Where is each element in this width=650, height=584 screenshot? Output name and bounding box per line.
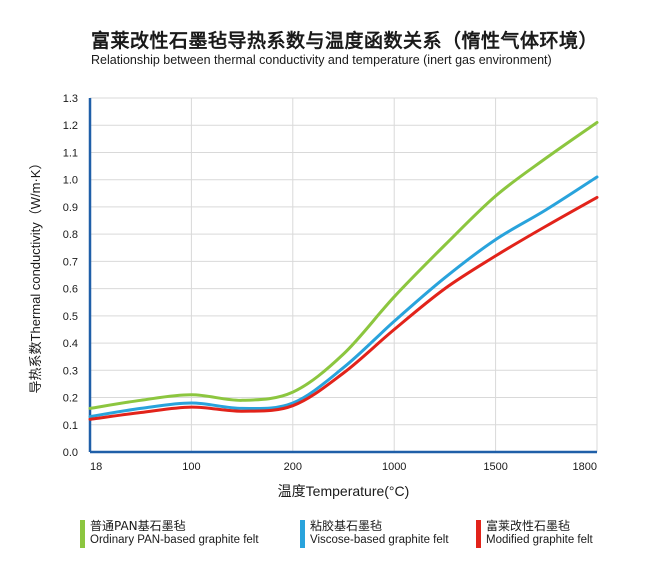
legend-label-pan-en: Ordinary PAN-based graphite felt [90, 534, 259, 546]
legend-swatch-pan [80, 520, 85, 548]
y-tick-label: 0.9 [63, 202, 78, 214]
legend-label-modified-zh: 富莱改性石墨毡 [486, 519, 571, 533]
chart-title: 富莱改性石墨毡导热系数与温度函数关系（惰性气体环境） [91, 30, 599, 52]
legend-label-modified-en: Modified graphite felt [486, 534, 593, 546]
x-tick-label: 18 [90, 461, 102, 473]
y-tick-label: 0.6 [63, 284, 78, 296]
series-line-modified [88, 195, 599, 421]
series-line-viscose [88, 175, 599, 419]
legend-swatch-viscose [300, 520, 305, 548]
legend-swatch-modified [476, 520, 481, 548]
x-tick-label: 100 [182, 461, 200, 473]
chart-subtitle: Relationship between thermal conductivit… [91, 53, 552, 67]
series-line-pan [88, 121, 599, 410]
x-tick-label: 1500 [483, 461, 507, 473]
y-tick-label: 0.3 [63, 365, 78, 377]
y-tick-label: 1.2 [63, 120, 78, 132]
y-tick-label: 1.3 [63, 93, 78, 105]
legend-item-modified: 富莱改性石墨毡 Modified graphite felt [476, 517, 646, 551]
y-tick-label: 0.1 [63, 420, 78, 432]
legend-item-pan: 普通PAN基石墨毡 Ordinary PAN-based graphite fe… [80, 517, 280, 551]
y-tick-label: 0.4 [63, 338, 78, 350]
x-tick-label: 200 [284, 461, 302, 473]
x-axis-title: 温度Temperature(°C) [278, 483, 410, 499]
y-tick-label: 1.1 [63, 147, 78, 159]
y-tick-label: 0.2 [63, 393, 78, 405]
x-tick-label: 1800 [573, 461, 597, 473]
y-tick-label: 0.7 [63, 256, 78, 268]
y-tick-label: 0.0 [63, 447, 78, 459]
y-tick-label: 1.0 [63, 175, 78, 187]
y-tick-label: 0.8 [63, 229, 78, 241]
legend-item-viscose: 粘胶基石墨毡 Viscose-based graphite felt [300, 517, 470, 551]
y-tick-label: 0.5 [63, 311, 78, 323]
legend-label-viscose-en: Viscose-based graphite felt [310, 534, 449, 546]
x-tick-label: 1000 [382, 461, 406, 473]
legend-label-viscose-zh: 粘胶基石墨毡 [310, 519, 383, 533]
y-axis-title: 导热系数Thermal conductivity（W/m·K） [28, 157, 43, 394]
legend-label-pan-zh: 普通PAN基石墨毡 [90, 519, 186, 533]
